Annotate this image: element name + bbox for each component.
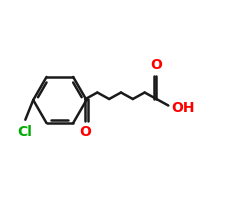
Text: O: O xyxy=(79,125,91,139)
Text: OH: OH xyxy=(171,101,194,115)
Text: Cl: Cl xyxy=(17,125,32,139)
Text: O: O xyxy=(150,58,162,72)
